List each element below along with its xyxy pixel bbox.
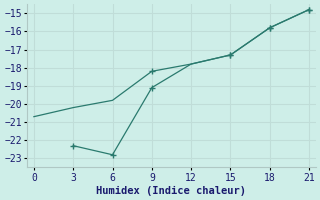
X-axis label: Humidex (Indice chaleur): Humidex (Indice chaleur) <box>96 186 246 196</box>
